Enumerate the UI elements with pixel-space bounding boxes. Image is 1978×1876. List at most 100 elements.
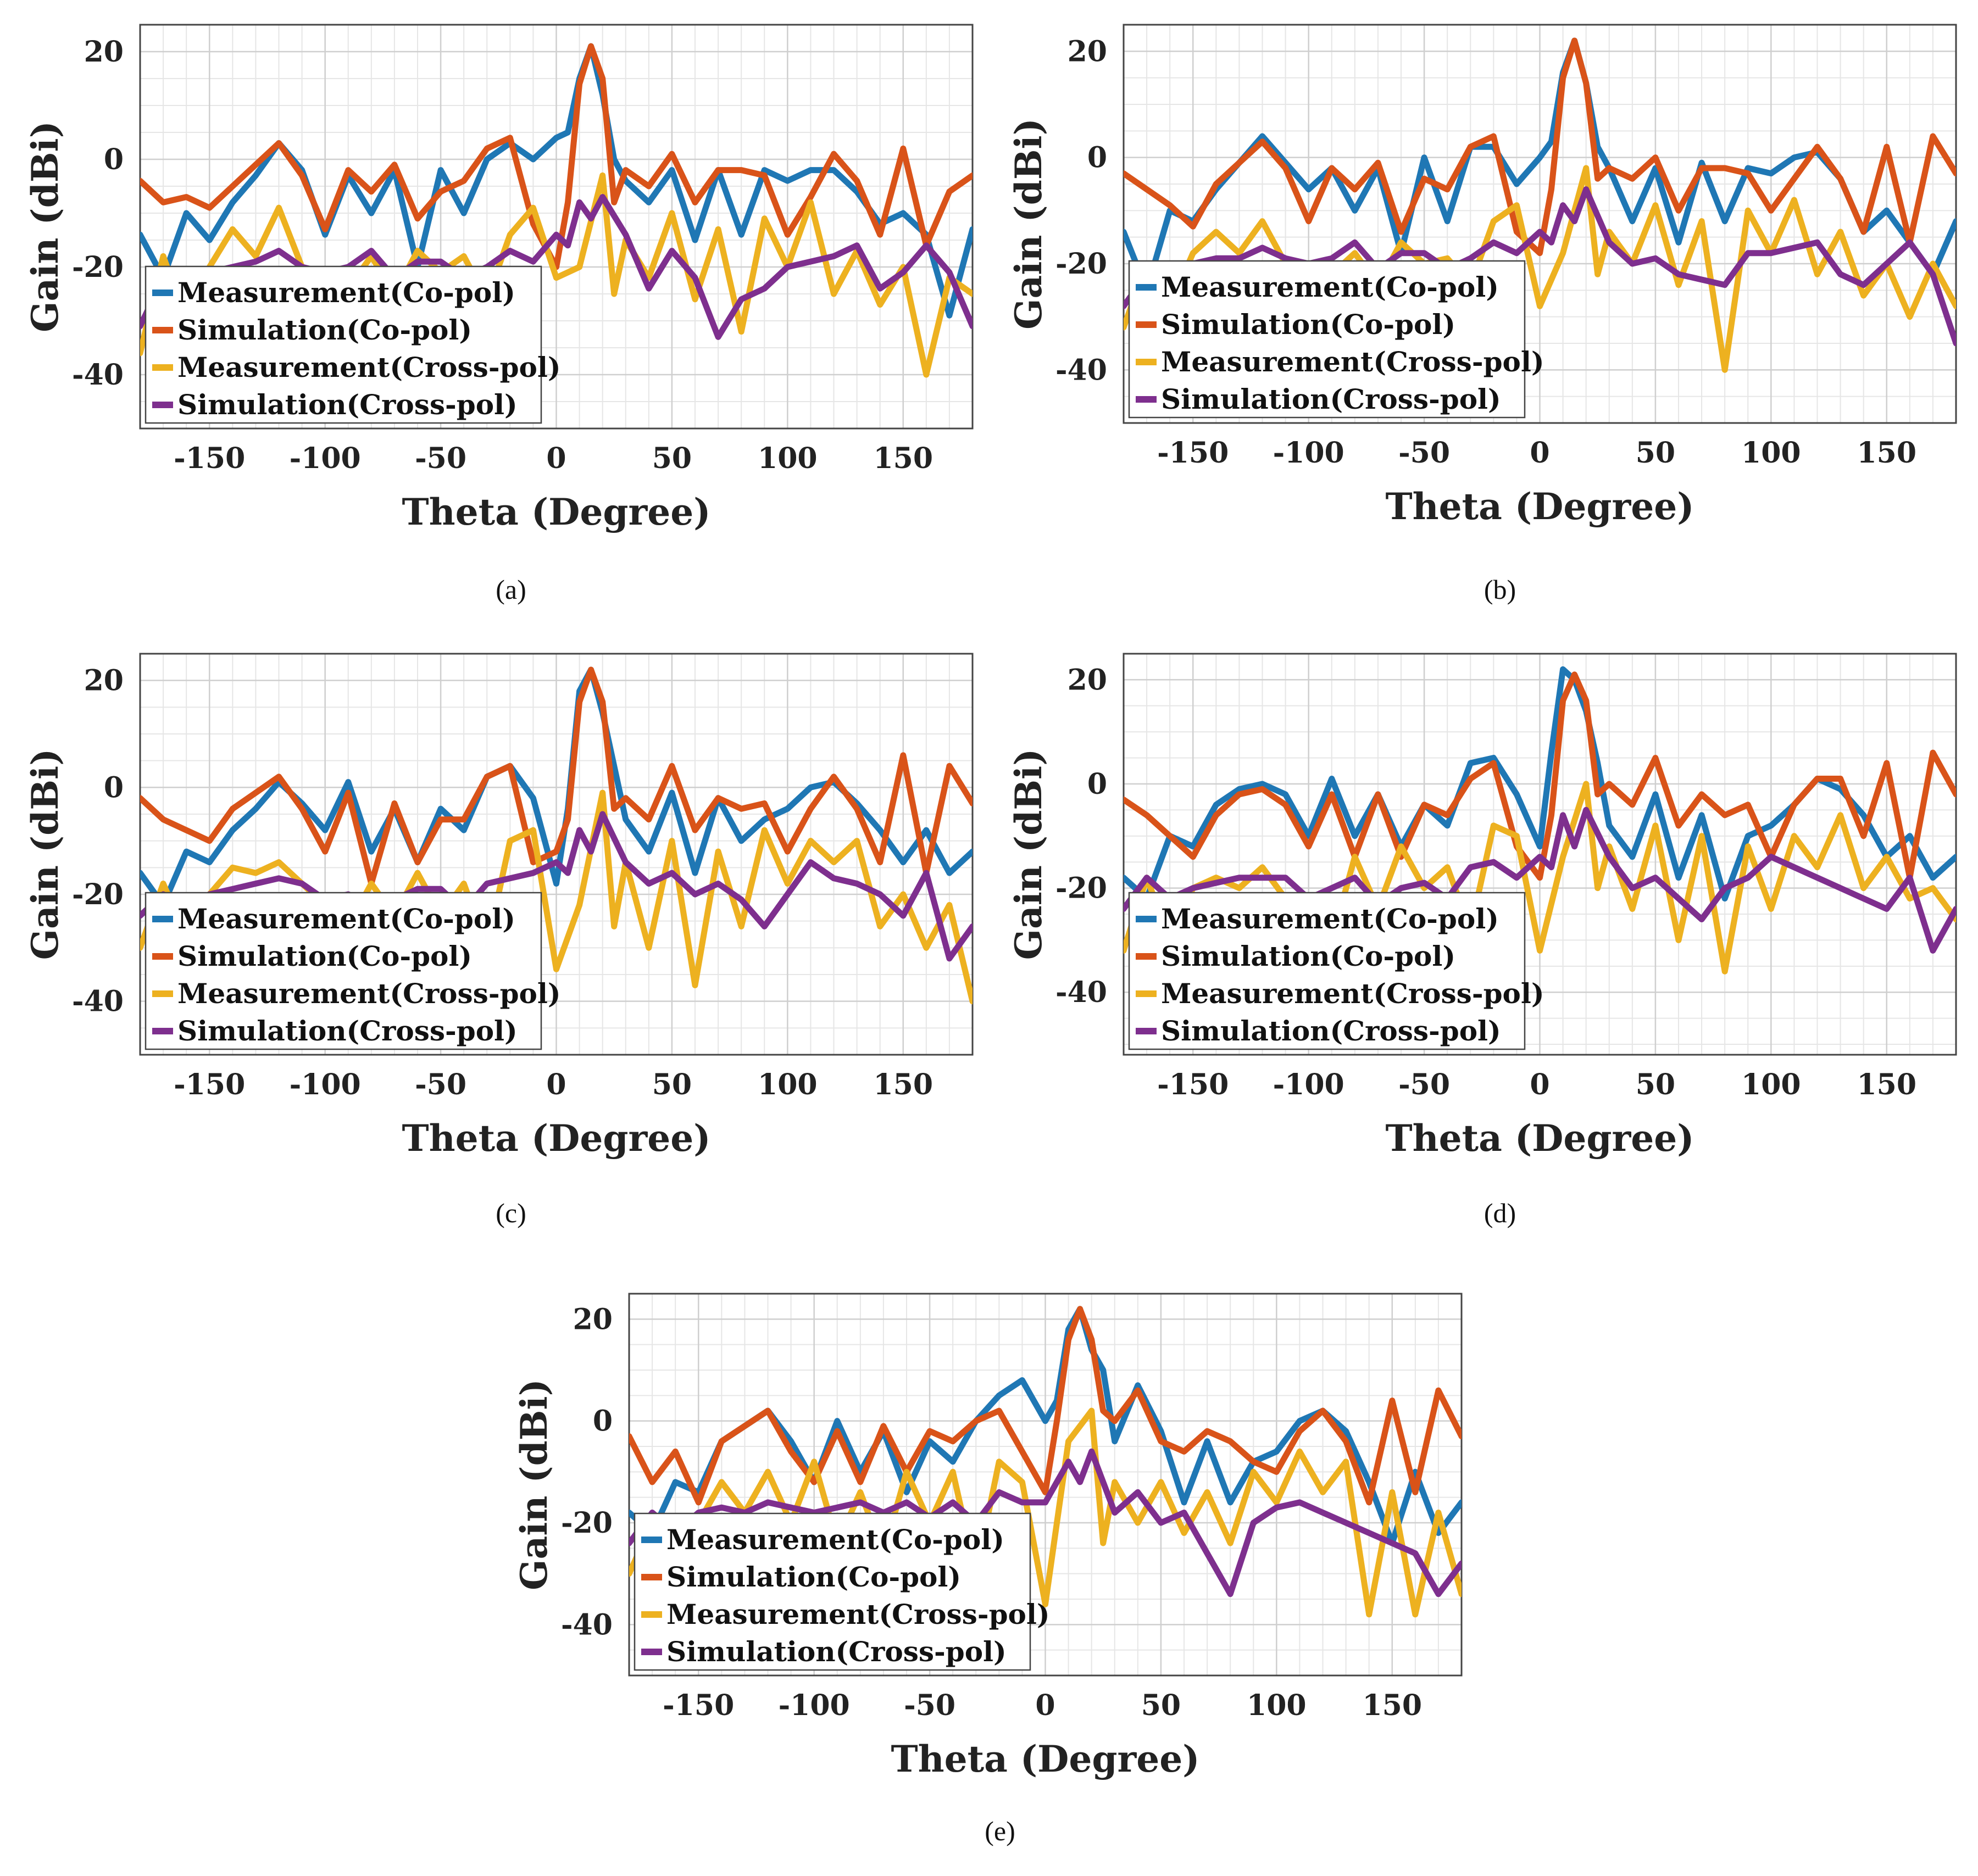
legend-label: Measurement(Cross-pol) bbox=[177, 977, 561, 1010]
legend-label: Simulation(Cross-pol) bbox=[1161, 383, 1501, 415]
x-tick-label: -50 bbox=[1398, 1068, 1450, 1101]
x-tick-label: -150 bbox=[1157, 436, 1229, 470]
x-tick-label: -100 bbox=[1273, 436, 1344, 470]
chart-c: -150 -100 -50 0 50 100 150 -40 -20 0 20 Theta (Degr… bbox=[24, 653, 974, 1228]
x-tick-label: 0 bbox=[546, 442, 566, 475]
legend-label: Simulation(Cross-pol) bbox=[1161, 1015, 1501, 1047]
legend-box bbox=[634, 1512, 1031, 1671]
x-tick-label: 0 bbox=[1035, 1689, 1055, 1722]
x-tick-label: -100 bbox=[290, 1068, 361, 1101]
y-tick-label: -40 bbox=[1055, 353, 1107, 387]
legend-box bbox=[145, 892, 542, 1050]
panel-caption: (b) bbox=[1484, 574, 1516, 605]
legend-label: Simulation(Co-pol) bbox=[1161, 308, 1455, 341]
series-line-sim-co bbox=[629, 1306, 1462, 1506]
y-axis-label: Gain (dBi) bbox=[1007, 749, 1050, 960]
series-group bbox=[140, 43, 973, 378]
y-tick-label: 0 bbox=[593, 1405, 613, 1438]
legend-label: Simulation(Co-pol) bbox=[666, 1561, 961, 1593]
panel-caption: (a) bbox=[496, 574, 526, 605]
x-tick-label: -150 bbox=[1157, 1068, 1229, 1101]
legend-label: Simulation(Co-pol) bbox=[1161, 940, 1455, 972]
grid bbox=[1123, 24, 1957, 424]
legend-label: Measurement(Cross-pol) bbox=[1161, 977, 1544, 1010]
y-axis-label: Gain (dBi) bbox=[513, 1379, 555, 1590]
x-tick-label: -100 bbox=[290, 442, 361, 475]
y-tick-label: -40 bbox=[561, 1608, 613, 1641]
series-line-sim-cross bbox=[1124, 186, 1956, 347]
x-tick-label: 100 bbox=[758, 1068, 818, 1101]
x-tick-label: 150 bbox=[1362, 1689, 1422, 1722]
y-tick-label: 20 bbox=[84, 664, 124, 698]
panel-caption: (d) bbox=[1484, 1198, 1516, 1228]
x-tick-label: -100 bbox=[1273, 1068, 1344, 1101]
series-line-sim-cross bbox=[140, 811, 973, 962]
series-line-sim-co bbox=[140, 43, 973, 270]
series-line-sim-cross bbox=[629, 1448, 1462, 1597]
legend-label: Measurement(Co-pol) bbox=[1161, 903, 1499, 935]
legend: Measurement(Co-pol) Simulation(Co-pol) Mea… bbox=[145, 265, 561, 424]
x-tick-label: 100 bbox=[1247, 1689, 1307, 1722]
y-tick-label: 20 bbox=[84, 35, 124, 69]
x-tick-label: 50 bbox=[1636, 1068, 1675, 1101]
y-tick-label: -20 bbox=[1055, 247, 1107, 281]
x-tick-label: 150 bbox=[873, 442, 933, 475]
series-line-sim-cross bbox=[140, 194, 973, 340]
y-tick-label: 20 bbox=[1068, 35, 1107, 68]
y-tick-label: 0 bbox=[1087, 141, 1107, 175]
legend-box bbox=[1128, 260, 1526, 419]
y-tick-label: 20 bbox=[1068, 663, 1107, 697]
x-tick-label: -150 bbox=[174, 1068, 245, 1101]
chart-e: -150 -100 -50 0 50 100 150 -40 -20 0 20 Theta (Degr… bbox=[513, 1293, 1463, 1846]
legend-label: Simulation(Cross-pol) bbox=[177, 388, 518, 421]
y-tick-label: -20 bbox=[72, 250, 124, 284]
x-tick-label: -100 bbox=[779, 1689, 850, 1722]
x-axis-label: Theta (Degree) bbox=[402, 491, 711, 533]
panel-caption: (e) bbox=[985, 1816, 1015, 1846]
x-tick-label: 0 bbox=[1530, 436, 1549, 470]
x-tick-label: 0 bbox=[546, 1068, 566, 1101]
legend: Measurement(Co-pol) Simulation(Co-pol) Mea… bbox=[145, 892, 561, 1050]
x-tick-label: 150 bbox=[1857, 1068, 1916, 1101]
legend-box bbox=[145, 265, 542, 424]
y-tick-label: -20 bbox=[72, 878, 124, 911]
x-tick-label: -150 bbox=[174, 442, 245, 475]
legend: Measurement(Co-pol) Simulation(Co-pol) Mea… bbox=[1128, 892, 1544, 1050]
panel-caption: (c) bbox=[496, 1198, 526, 1228]
series-group bbox=[1124, 37, 1956, 373]
x-axis-label: Theta (Degree) bbox=[1386, 485, 1694, 528]
y-axis-label: Gain (dBi) bbox=[1007, 118, 1050, 330]
x-tick-label: 50 bbox=[1141, 1689, 1181, 1722]
x-tick-label: 50 bbox=[1636, 436, 1675, 470]
x-axis-label: Theta (Degree) bbox=[402, 1117, 711, 1160]
series-line-sim-co bbox=[140, 666, 973, 887]
series-line-meas-cross bbox=[1124, 781, 1956, 975]
legend: Measurement(Co-pol) Simulation(Co-pol) Mea… bbox=[634, 1512, 1050, 1671]
y-tick-label: 0 bbox=[104, 771, 124, 804]
x-tick-label: 100 bbox=[1741, 436, 1801, 470]
legend-label: Measurement(Co-pol) bbox=[666, 1523, 1004, 1556]
y-tick-label: -20 bbox=[561, 1506, 613, 1540]
chart-b: -150 -100 -50 0 50 100 150 -40 -20 0 20 Theta (Degr… bbox=[1007, 24, 1957, 605]
y-tick-label: 0 bbox=[1087, 767, 1107, 801]
x-tick-label: 0 bbox=[1530, 1068, 1549, 1101]
series-line-meas-cross bbox=[1124, 165, 1956, 373]
legend-label: Simulation(Cross-pol) bbox=[666, 1635, 1007, 1668]
legend-label: Measurement(Cross-pol) bbox=[1161, 346, 1544, 378]
y-tick-label: 0 bbox=[104, 143, 124, 176]
legend-label: Simulation(Co-pol) bbox=[177, 940, 472, 972]
series-line-sim-co bbox=[1124, 37, 1956, 257]
legend-label: Simulation(Co-pol) bbox=[177, 314, 472, 346]
y-tick-label: -40 bbox=[1055, 976, 1107, 1009]
x-axis-label: Theta (Degree) bbox=[1386, 1117, 1694, 1160]
x-axis-label: Theta (Degree) bbox=[891, 1738, 1200, 1780]
x-tick-label: 100 bbox=[758, 442, 818, 475]
x-tick-label: -50 bbox=[415, 1068, 466, 1101]
series-line-sim-co bbox=[1124, 671, 1956, 881]
x-tick-label: -50 bbox=[904, 1689, 955, 1722]
y-axis-label: Gain (dBi) bbox=[24, 749, 66, 960]
x-tick-label: 150 bbox=[1857, 436, 1916, 470]
series-group bbox=[629, 1306, 1462, 1618]
x-tick-label: -50 bbox=[415, 442, 466, 475]
